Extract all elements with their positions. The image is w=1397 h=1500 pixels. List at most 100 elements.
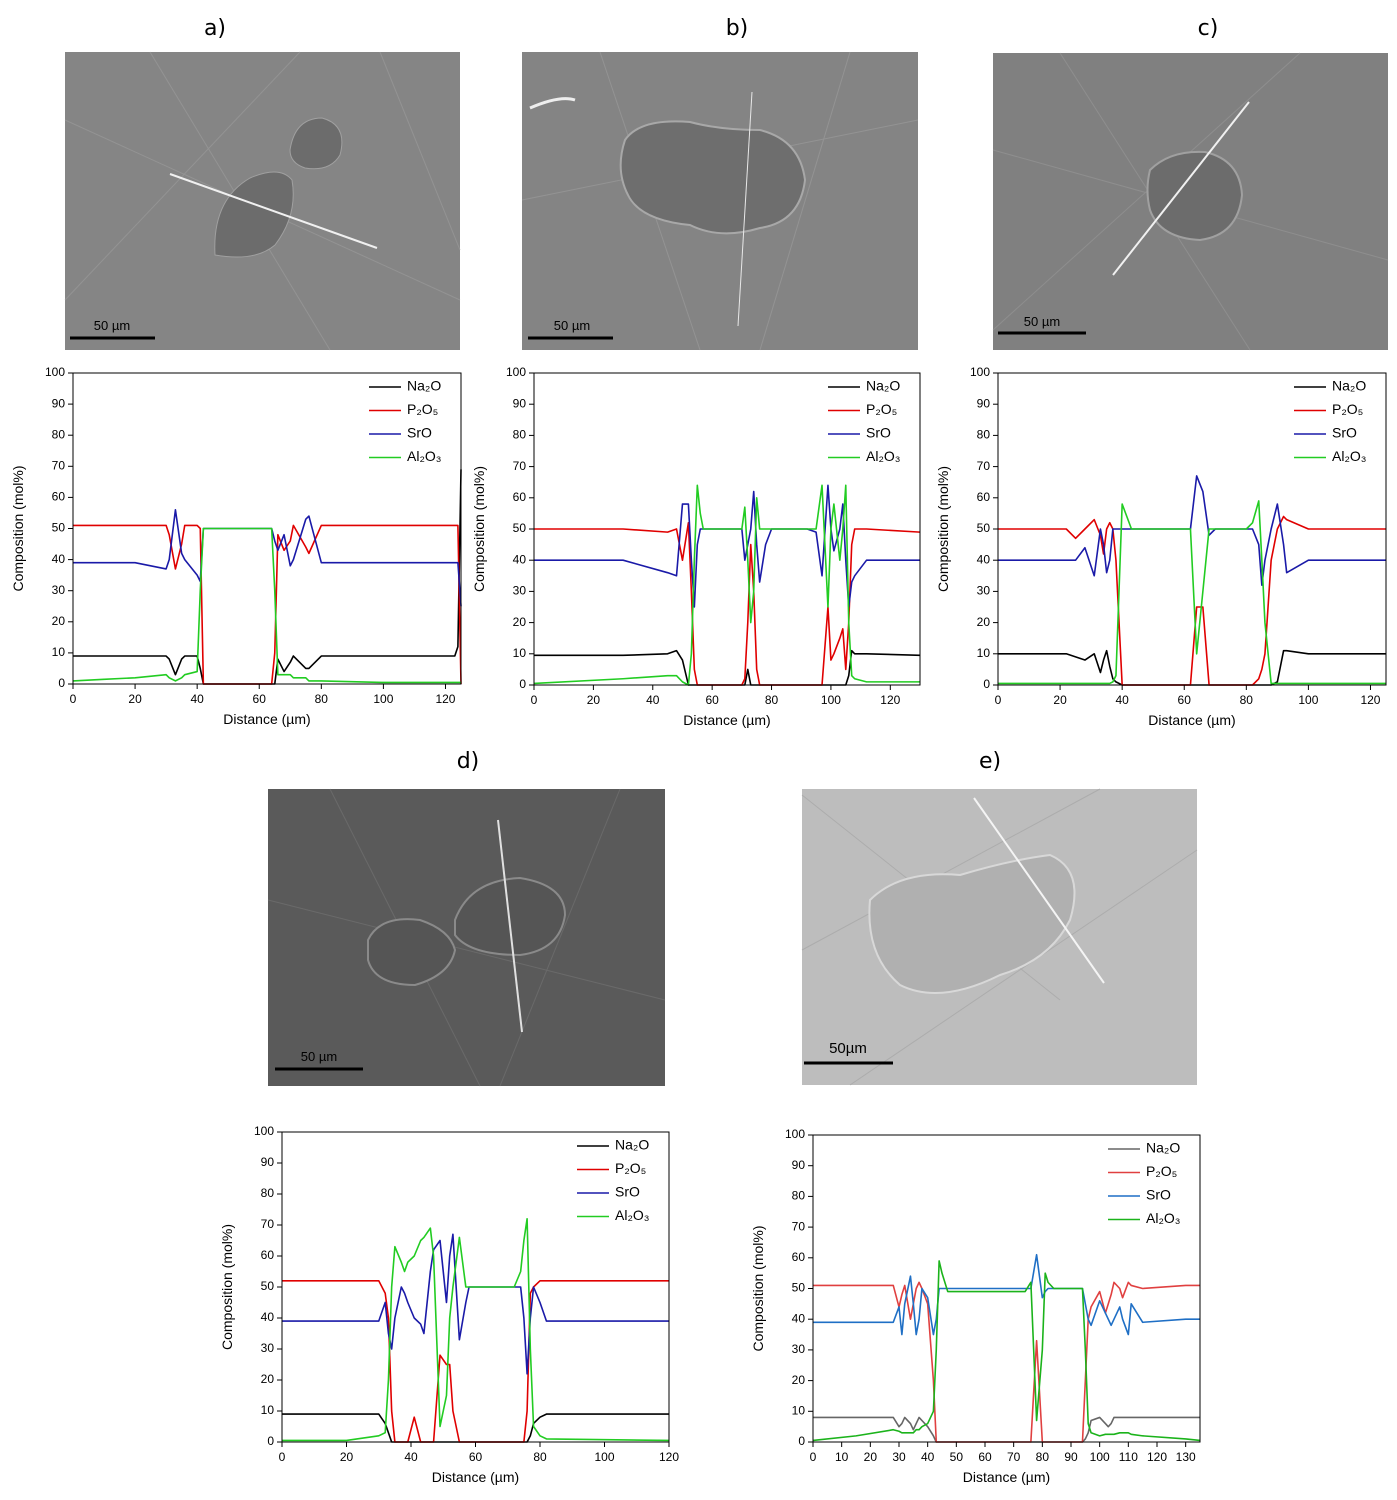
panel-label: d) [457, 749, 480, 774]
panel-label: e) [979, 749, 1001, 774]
legend-label: Al₂O₃ [1332, 448, 1366, 464]
legend-label: Na₂O [866, 378, 900, 394]
x-axis-label: Distance (µm) [432, 1469, 519, 1485]
x-tick-label: 0 [279, 1450, 286, 1464]
x-tick-label: 20 [864, 1450, 878, 1464]
data-line [534, 523, 920, 685]
x-tick-label: 0 [70, 692, 77, 706]
y-tick-label: 40 [977, 552, 991, 566]
data-line [282, 1414, 669, 1442]
y-tick-label: 70 [792, 1219, 806, 1233]
y-axis-label: Composition (mol%) [219, 1224, 235, 1350]
data-line [73, 525, 461, 684]
y-tick-label: 60 [52, 490, 66, 504]
y-tick-label: 80 [977, 428, 991, 442]
y-tick-label: 80 [792, 1189, 806, 1203]
figure: 50 µm 50 µm 50 µm 50 µm 50µm a) [0, 0, 1397, 1495]
y-tick-label: 100 [970, 365, 990, 379]
y-tick-label: 100 [45, 365, 65, 379]
y-tick-label: 30 [513, 584, 527, 598]
sem-image: 50 µm [993, 53, 1388, 350]
y-tick-label: 30 [261, 1341, 275, 1355]
x-tick-label: 120 [880, 693, 900, 707]
legend-label: Al₂O₃ [866, 448, 900, 464]
x-tick-label: 100 [1298, 693, 1318, 707]
x-tick-label: 120 [1147, 1450, 1167, 1464]
data-line [534, 485, 920, 607]
chart: 0102030405060708090100020406080100120Dis… [219, 1124, 679, 1485]
data-line [282, 1219, 669, 1441]
x-tick-label: 100 [1090, 1450, 1110, 1464]
x-tick-label: 100 [594, 1450, 614, 1464]
y-tick-label: 40 [261, 1310, 275, 1324]
scale-bar-label: 50 µm [554, 318, 590, 333]
y-tick-label: 10 [513, 646, 527, 660]
x-axis-label: Distance (µm) [683, 712, 770, 728]
data-line [998, 517, 1386, 685]
y-tick-label: 50 [52, 521, 66, 535]
x-axis-label: Distance (µm) [963, 1469, 1050, 1485]
y-tick-label: 60 [977, 490, 991, 504]
y-tick-label: 30 [977, 584, 991, 598]
x-tick-label: 40 [404, 1450, 418, 1464]
x-tick-label: 10 [835, 1450, 849, 1464]
x-tick-label: 30 [892, 1450, 906, 1464]
x-tick-label: 20 [587, 693, 601, 707]
x-tick-label: 120 [1360, 693, 1380, 707]
legend-label: SrO [1332, 425, 1357, 441]
data-line [73, 469, 461, 684]
y-tick-label: 20 [792, 1373, 806, 1387]
y-tick-label: 50 [513, 521, 527, 535]
sem-image: 50 µm [268, 789, 665, 1086]
sem-image: 50µm [802, 789, 1197, 1085]
scale-bar-label: 50µm [829, 1040, 867, 1057]
y-tick-label: 60 [792, 1250, 806, 1264]
y-axis-label: Composition (mol%) [471, 466, 487, 592]
y-tick-label: 0 [267, 1434, 274, 1448]
legend-label: Al₂O₃ [407, 448, 441, 464]
x-tick-label: 0 [995, 693, 1002, 707]
x-tick-label: 40 [921, 1450, 935, 1464]
y-tick-label: 0 [798, 1434, 805, 1448]
x-tick-label: 90 [1064, 1450, 1078, 1464]
y-tick-label: 100 [254, 1124, 274, 1138]
x-tick-label: 60 [1178, 693, 1192, 707]
x-tick-label: 40 [1115, 693, 1129, 707]
x-tick-label: 20 [340, 1450, 354, 1464]
x-tick-label: 80 [315, 692, 329, 706]
y-tick-label: 10 [52, 645, 66, 659]
legend-label: SrO [866, 425, 891, 441]
y-tick-label: 50 [792, 1281, 806, 1295]
y-tick-label: 10 [792, 1403, 806, 1417]
y-axis-label: Composition (mol%) [10, 465, 26, 591]
y-tick-label: 10 [261, 1403, 275, 1417]
y-tick-label: 90 [513, 396, 527, 410]
y-tick-label: 0 [983, 677, 990, 691]
data-line [813, 1417, 1200, 1442]
y-tick-label: 40 [52, 552, 66, 566]
legend-label: P₂O₅ [866, 401, 897, 417]
y-tick-label: 90 [52, 396, 66, 410]
y-tick-label: 20 [52, 614, 66, 628]
y-tick-label: 90 [792, 1158, 806, 1172]
legend-label: Al₂O₃ [1146, 1210, 1180, 1226]
x-tick-label: 130 [1176, 1450, 1196, 1464]
y-tick-label: 30 [52, 583, 66, 597]
x-tick-label: 50 [950, 1450, 964, 1464]
y-tick-label: 60 [513, 490, 527, 504]
y-tick-label: 70 [977, 459, 991, 473]
scale-bar-label: 50 µm [1024, 314, 1060, 329]
legend-label: Al₂O₃ [615, 1207, 649, 1223]
scale-bar-label: 50 µm [94, 318, 130, 333]
x-tick-label: 100 [373, 692, 393, 706]
data-line [282, 1281, 669, 1442]
x-axis-label: Distance (µm) [223, 711, 310, 727]
panel-label: a) [204, 16, 226, 41]
y-tick-label: 50 [977, 521, 991, 535]
data-line [73, 510, 461, 606]
y-tick-label: 100 [506, 365, 526, 379]
